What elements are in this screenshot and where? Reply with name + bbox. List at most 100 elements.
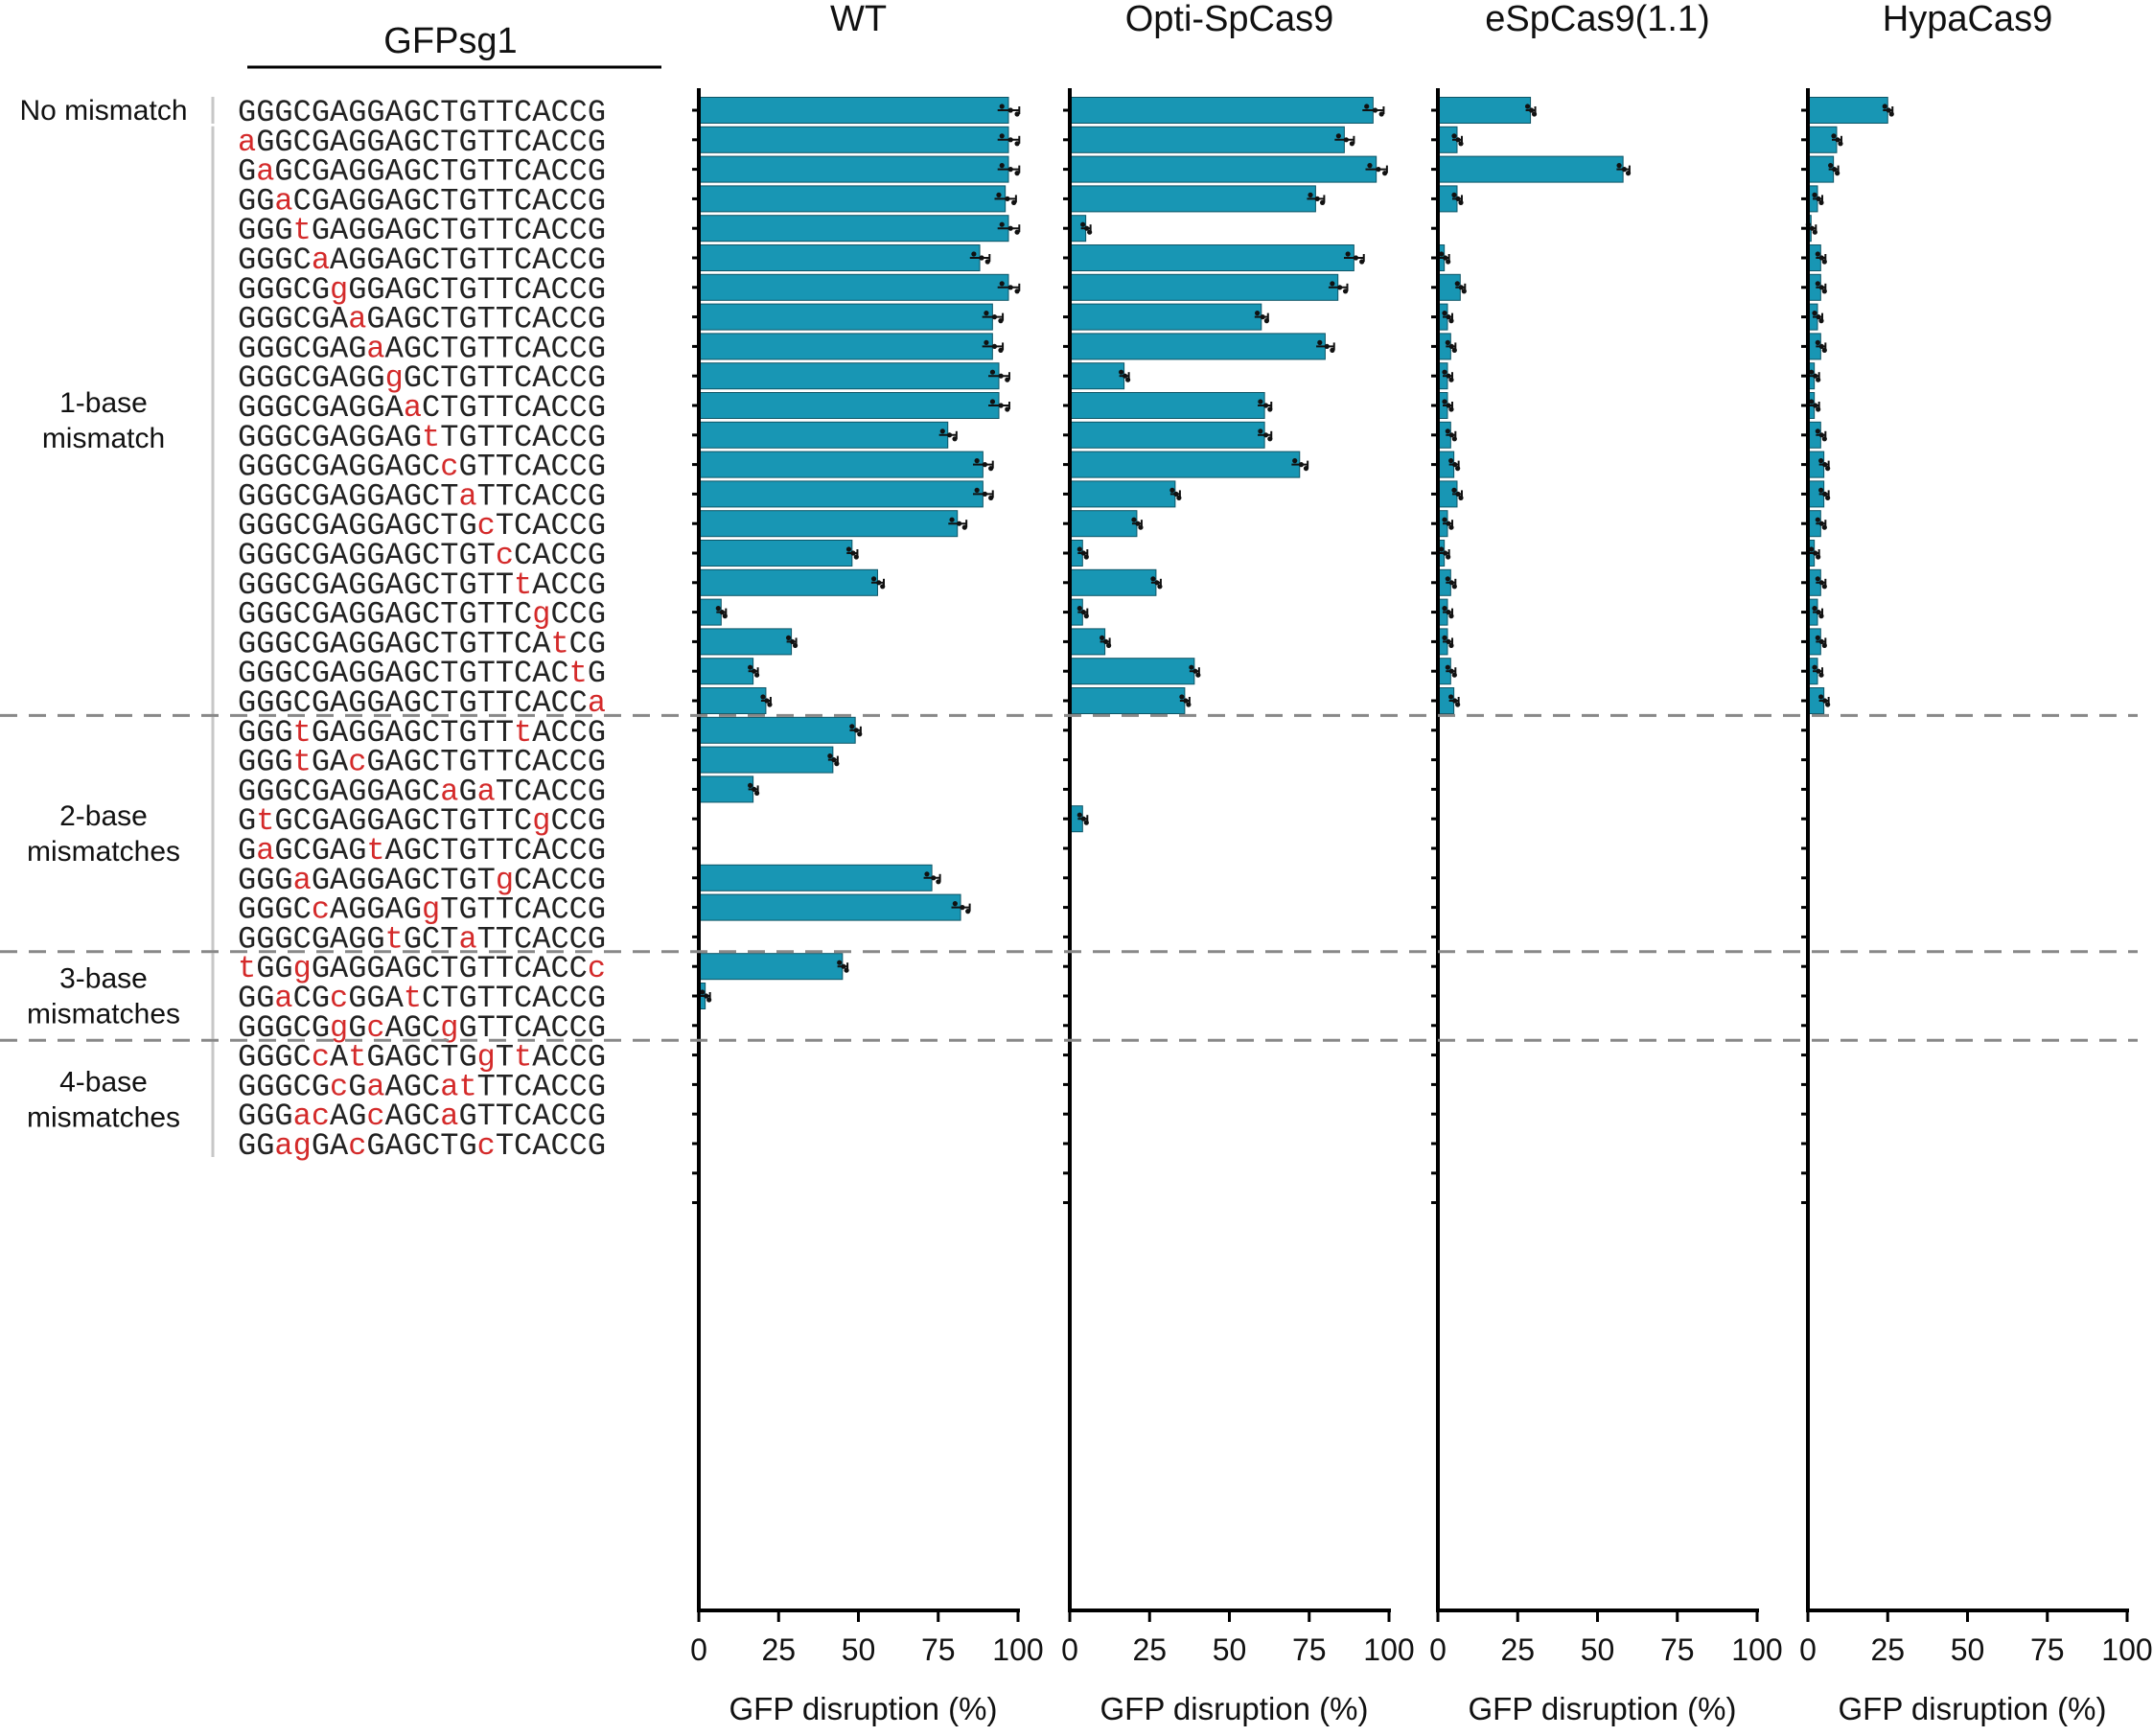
replicate-dot [700,989,706,995]
bar [1069,97,1374,124]
replicate-dot [1255,311,1261,316]
bar [698,716,856,744]
replicate-dot [1123,373,1128,379]
replicate-dot [1258,399,1263,405]
replicate-dot [1809,546,1815,552]
replicate-dot [1260,314,1265,320]
replicate-dot [984,259,990,265]
sequence-label: GGGaGAGGAGCTGTgCACCG [238,863,606,898]
replicate-dot [1007,137,1013,143]
replicate-dot [1448,668,1454,674]
replicate-dot [999,221,1005,227]
replicate-dot [754,790,760,797]
replicate-dot [1818,638,1824,645]
replicate-dot [1821,347,1827,353]
sequence-label: GGGCGAGGgGCTGTTCACCG [238,360,606,396]
x-tick-label: 25 [1132,1632,1167,1667]
replicate-dot [1818,458,1824,464]
bar [698,421,949,449]
sequence-label: GGGCGAaGAGCTGTTCACCG [238,302,606,337]
replicate-dot [979,255,984,261]
x-tick-label: 100 [1363,1632,1414,1667]
replicate-dot [1821,259,1827,265]
replicate-dot [991,314,998,320]
replicate-dot [841,963,846,969]
replicate-dot [1367,163,1373,169]
replicate-dot [1818,199,1824,205]
sequence-label: GGGCGAGGAGCcGTTCACCG [238,450,606,485]
sequence-label: GGGCGAGGAGCTGTTCACCa [238,685,606,721]
replicate-dot [998,403,1004,408]
replicate-dot [952,901,958,907]
replicate-dot [1267,406,1273,412]
replicate-dot [1815,339,1820,345]
replicate-dot [999,104,1005,109]
replicate-dot [1349,141,1354,147]
group-label: mismatch [42,423,165,454]
bar [1437,155,1624,183]
replicate-dot [1818,343,1824,349]
replicate-dot [1445,428,1450,434]
group-label: 2-base [59,800,148,832]
replicate-dot [989,399,996,405]
replicate-dot [1324,343,1330,349]
replicate-dot [1448,580,1454,586]
replicate-dot [1818,694,1824,700]
replicate-dot [764,698,770,704]
sequence-label: GGGCGAGGAGCTGcTCACCG [238,508,606,544]
panel-title: HypaCas9 [1883,0,2052,39]
replicate-dot [1007,285,1013,290]
replicate-dot [974,487,980,493]
replicate-dot [998,373,1004,379]
replicate-dot [1442,369,1447,375]
replicate-dot [1818,580,1824,586]
bar [698,510,959,538]
bar [1069,510,1138,538]
replicate-dot [845,546,852,552]
replicate-dot [1442,635,1447,641]
replicate-dot [1189,664,1194,670]
replicate-dot [1448,458,1454,464]
replicate-dot [1443,550,1448,556]
bar [698,244,981,271]
replicate-dot [1835,137,1840,143]
sequence-list: GGGCGAGGAGCTGTTCACCGaGGCGAGGAGCTGTTCACCG… [238,95,606,1164]
bar [1069,185,1316,213]
panel-title: eSpCas9(1.1) [1485,0,1709,39]
replicate-dot [1303,466,1309,472]
x-tick-label: 0 [1429,1632,1447,1667]
replicate-dot [1080,221,1086,227]
replicate-dot [1818,318,1824,324]
replicate-dot [1330,281,1335,287]
bar [1437,97,1532,124]
sequence-label: GGGtGAGGAGCTGTTCACCG [238,213,606,248]
sequence-label: GGGCGAGGAGCTGTTCACtG [238,656,606,691]
x-tick-label: 0 [1061,1632,1078,1667]
x-tick-label: 75 [1292,1632,1327,1667]
replicate-dot [1821,289,1827,294]
replicate-dot [1825,495,1831,501]
x-tick-label: 50 [1581,1632,1615,1667]
replicate-dot [1448,642,1454,649]
replicate-dot [999,281,1005,287]
replicate-dot [1455,196,1461,201]
replicate-dot [1812,192,1817,197]
sequence-label: GaGCGAGtAGCTGTTCACCG [238,833,606,868]
replicate-dot [1135,521,1141,526]
replicate-dot [936,879,941,885]
replicate-dot [1292,458,1298,464]
replicate-dot [984,311,989,316]
replicate-dot [1812,311,1817,316]
replicate-dot [982,462,988,468]
replicate-dot [1014,229,1020,235]
replicate-dot [831,757,837,763]
replicate-dot [1445,664,1450,670]
replicate-dot [1445,339,1450,345]
replicate-dot [1080,816,1086,822]
bar [1069,480,1176,508]
replicate-dot [1818,521,1824,526]
replicate-dot [996,192,1002,197]
bar [698,953,844,981]
replicate-dot [748,782,753,789]
